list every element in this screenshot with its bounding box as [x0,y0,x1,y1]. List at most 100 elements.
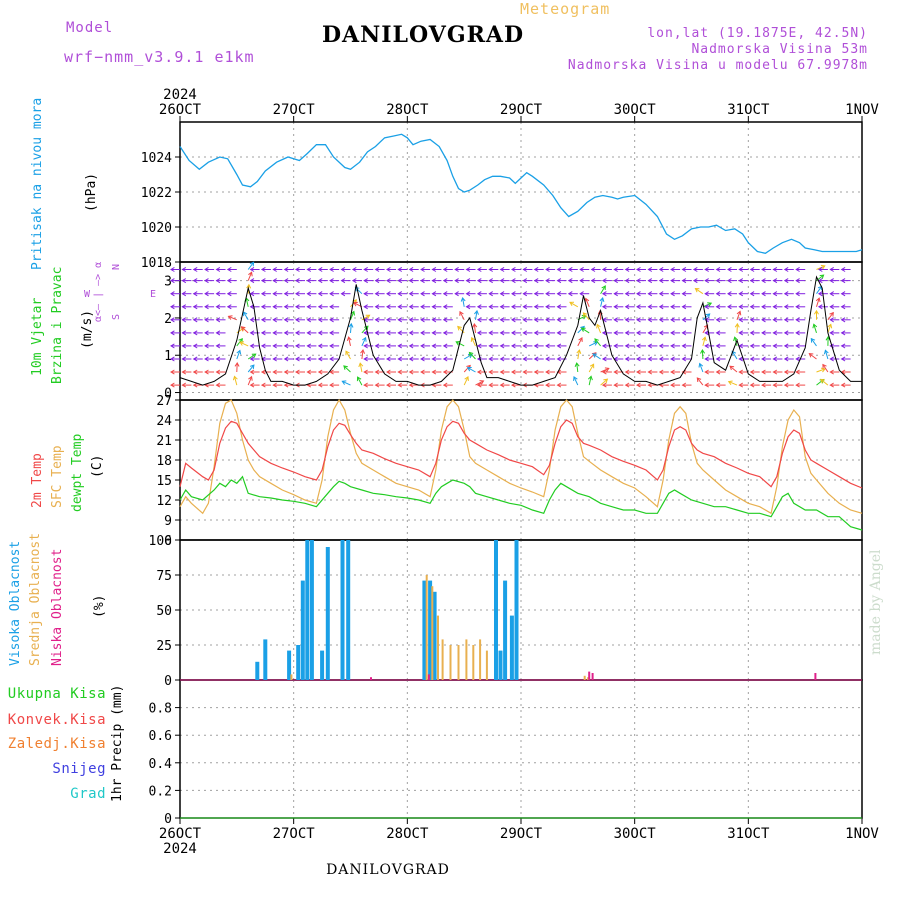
location-title: DANILOVGRAD [321,22,525,48]
coords-text: lon,lat (19.1875E, 42.5N) [647,26,868,41]
wind-arrow-head [192,317,198,323]
wind-arrow-head [624,317,630,323]
wind-arrow-head [624,304,630,310]
wind-arrow [247,364,255,373]
wind-arrow-head [272,356,277,362]
wind-arrow [816,368,826,373]
wind-arrow-head [601,266,607,272]
y-tick-label: 0.2 [149,784,172,799]
y-tick-label: 0.4 [149,757,173,772]
wind-arrow [234,376,238,386]
wind-arrow-head [360,349,366,354]
wind-arrow-head [499,291,505,297]
wind-arrow-head [204,356,209,362]
wind-arrow [594,338,601,347]
wind-arrow-head [647,369,653,375]
wind-arrow-head [170,369,175,375]
wind-arrow-head [511,343,516,349]
wind-arrow-head [795,291,800,297]
wind-arrow-head [694,288,700,293]
wind-arrow-head [715,317,721,323]
wind-arrow-head [738,356,744,362]
wind-arrow-head [599,297,605,302]
wind-arrow-head [511,266,516,272]
wind-arrow-head [772,278,778,284]
wind-arrow-head [170,304,175,310]
wind-arrow-head [170,382,175,388]
wind-arrow-head [783,330,789,336]
wind-arrow-head [829,382,834,388]
wind-arrow [581,327,590,334]
wind-arrow-head [283,330,289,336]
wind-arrow-head [783,278,789,284]
wind-arrow [577,337,583,347]
wind-arrow-head [431,278,437,284]
wind-arrow-head [545,291,550,297]
wind-arrow-head [499,382,505,388]
wind-arrow-head [306,356,312,362]
wind-arrow-head [829,278,834,284]
wind-arrow-head [442,382,448,388]
wind-arrow [588,376,592,386]
cloud-bar-mid [479,639,482,680]
temp-sfc-line [179,398,863,515]
wind-arrow-head [431,304,437,310]
wind-arrow [455,341,465,347]
wind-arrow-head [511,369,516,375]
wind-arrow-head [820,378,825,384]
x-tick-label-top: 27OCT [273,102,316,118]
wind-arrow-head [601,356,607,362]
wind-arrow [822,364,829,373]
wind-arrow [696,377,704,386]
wind-arrow-head [476,330,482,336]
wind-arrow [600,285,606,294]
wind-arrow-head [545,317,550,323]
wind-arrow-head [408,382,414,388]
wind-arrow-head [215,278,221,284]
cloud-bar-high [305,540,310,680]
wind-arrow-head [397,266,403,272]
wind-arrow-head [306,291,312,297]
wind-arrow-head [345,350,350,356]
wind-arrow-head [488,266,493,272]
wind-arrow-head [567,291,573,297]
wind-arrow-head [658,356,664,362]
wind-arrow-head [715,369,721,375]
x-tick-label-bottom: 31OCT [727,826,770,842]
wind-arrow [824,350,829,360]
wind-arrow-head [408,291,414,297]
wind-arrow-head [488,343,493,349]
wind-arrow-head [647,343,653,349]
wind-arrow-head [613,369,618,375]
wind-arrow-head [317,291,323,297]
wind-arrow-head [476,291,482,297]
wind-arrow [462,297,465,307]
wind-arrow-head [749,343,755,349]
wind-arrow-head [306,369,312,375]
wind-arrow-head [601,343,607,349]
wind-arrow-head [215,343,221,349]
wind-arrow-head [604,367,610,372]
wind-arrow-head [587,375,593,381]
wind-arrow-head [749,317,755,323]
wind-arrow-head [306,317,312,323]
wind-arrow [600,378,608,386]
wind-arrow-head [783,291,789,297]
wind-arrow-head [295,266,300,272]
wind-arrow-head [283,317,289,323]
wind-arrow [734,337,738,347]
wind-arrow-head [341,380,347,385]
wind-arrow-head [272,343,277,349]
wind-arrow-head [783,369,789,375]
wind-arrow-head [363,291,368,297]
wind-arrow-head [715,266,721,272]
x-tick-label-top: 28OCT [386,102,429,118]
wind-arrow-head [647,356,653,362]
wind-arrow-head [204,291,209,297]
wind-arrow [736,311,741,320]
cloud-bar-low [814,673,817,680]
wind-arrow-head [670,369,675,375]
wind-arrow [702,302,712,308]
wind-arrow-head [455,341,461,346]
wind-arrow-head [249,266,255,272]
